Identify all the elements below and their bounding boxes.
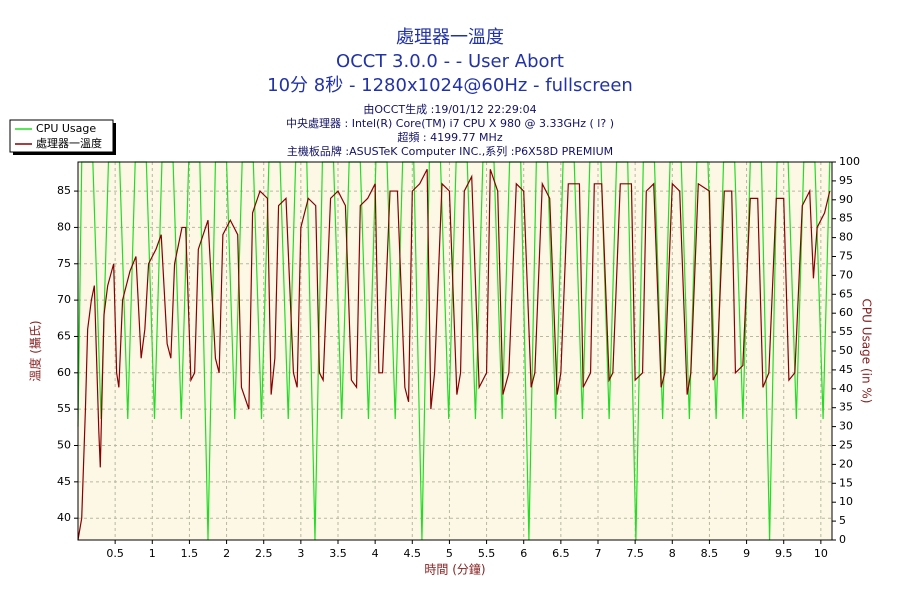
y2-tick-label: 15 bbox=[839, 476, 853, 489]
x-tick-label: 5.5 bbox=[478, 547, 496, 560]
y-tick-label: 40 bbox=[57, 511, 71, 524]
y2-tick-label: 70 bbox=[839, 268, 853, 281]
info-line: 超頻 : 4199.77 MHz bbox=[397, 130, 502, 144]
x-tick-label: 4.5 bbox=[404, 547, 422, 560]
y2-tick-label: 45 bbox=[839, 363, 853, 376]
plot-frame bbox=[77, 161, 833, 541]
legend-label: CPU Usage bbox=[36, 122, 96, 135]
y2-tick-label: 80 bbox=[839, 231, 853, 244]
x-tick-label: 6 bbox=[520, 547, 527, 560]
y2-tick-label: 50 bbox=[839, 344, 853, 357]
x-tick-label: 2 bbox=[223, 547, 230, 560]
y-tick-label: 45 bbox=[57, 475, 71, 488]
y2-tick-label: 5 bbox=[839, 514, 846, 527]
y-tick-label: 50 bbox=[57, 439, 71, 452]
y-axis-label: 溫度 (攝氏) bbox=[28, 320, 43, 381]
x-tick-label: 0.5 bbox=[106, 547, 124, 560]
x-axis-label: 時間 (分鐘) bbox=[424, 562, 485, 577]
legend bbox=[9, 119, 114, 153]
x-tick-label: 10 bbox=[814, 547, 828, 560]
y2-tick-label: 25 bbox=[839, 439, 853, 452]
x-tick-label: 3.5 bbox=[329, 547, 347, 560]
y2-tick-label: 85 bbox=[839, 212, 853, 225]
x-tick-label: 7.5 bbox=[626, 547, 644, 560]
y2-tick-label: 60 bbox=[839, 306, 853, 319]
x-tick-label: 3 bbox=[297, 547, 304, 560]
chart-title: 處理器一溫度 bbox=[396, 27, 504, 48]
y-tick-label: 70 bbox=[57, 293, 71, 306]
y-tick-label: 75 bbox=[57, 257, 71, 270]
x-tick-label: 4 bbox=[372, 547, 379, 560]
x-tick-label: 5 bbox=[446, 547, 453, 560]
y-tick-label: 80 bbox=[57, 220, 71, 233]
info-line: 主機板品牌 :ASUSTeK Computer INC.,系列 :P6X58D … bbox=[287, 144, 613, 158]
x-tick-label: 9 bbox=[743, 547, 750, 560]
y2-tick-label: 0 bbox=[839, 533, 846, 546]
chart-title: 10分 8秒 - 1280x1024@60Hz - fullscreen bbox=[267, 75, 633, 96]
x-tick-label: 6.5 bbox=[552, 547, 570, 560]
y-tick-label: 65 bbox=[57, 329, 71, 342]
x-tick-label: 8 bbox=[669, 547, 676, 560]
y2-axis-label: CPU Usage (in %) bbox=[860, 299, 874, 404]
y2-tick-label: 65 bbox=[839, 287, 853, 300]
x-tick-label: 2.5 bbox=[255, 547, 273, 560]
y2-tick-label: 55 bbox=[839, 325, 853, 338]
y2-tick-label: 30 bbox=[839, 420, 853, 433]
info-line: 由OCCT生成 :19/01/12 22:29:04 bbox=[363, 102, 536, 116]
x-tick-label: 1 bbox=[149, 547, 156, 560]
x-tick-label: 8.5 bbox=[701, 547, 719, 560]
y2-tick-label: 100 bbox=[839, 155, 860, 168]
info-line: 中央處理器 : Intel(R) Core(TM) i7 CPU X 980 @… bbox=[286, 116, 614, 130]
y-tick-label: 85 bbox=[57, 184, 71, 197]
x-tick-label: 1.5 bbox=[181, 547, 199, 560]
y2-tick-label: 90 bbox=[839, 193, 853, 206]
y2-tick-label: 35 bbox=[839, 401, 853, 414]
y-tick-label: 60 bbox=[57, 366, 71, 379]
chart-title: OCCT 3.0.0 - - User Abort bbox=[336, 51, 564, 72]
y2-tick-label: 40 bbox=[839, 382, 853, 395]
x-tick-label: 7 bbox=[595, 547, 602, 560]
x-tick-label: 9.5 bbox=[775, 547, 793, 560]
y2-tick-label: 20 bbox=[839, 457, 853, 470]
series-line bbox=[77, 168, 831, 541]
y2-tick-label: 95 bbox=[839, 174, 853, 187]
legend-label: 處理器一溫度 bbox=[36, 136, 102, 150]
y-tick-label: 55 bbox=[57, 402, 71, 415]
y2-tick-label: 10 bbox=[839, 495, 853, 508]
y2-tick-label: 75 bbox=[839, 250, 853, 263]
